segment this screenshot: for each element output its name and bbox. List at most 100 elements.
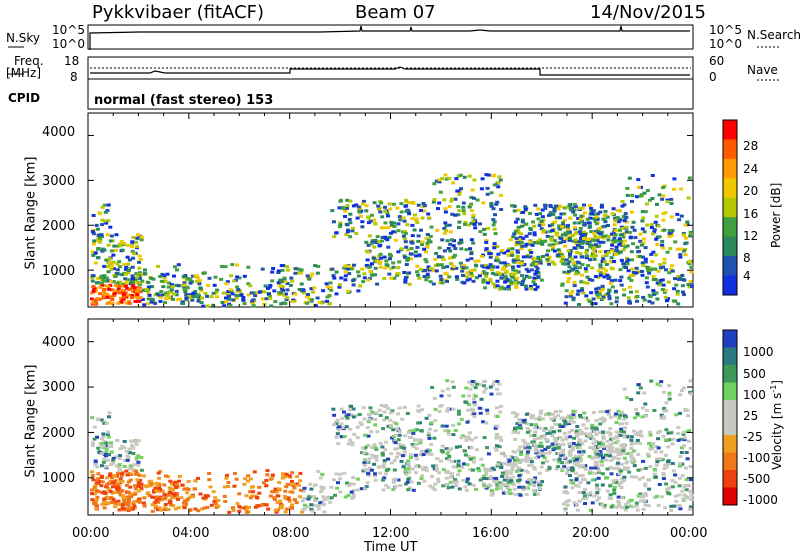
echo-cell <box>122 262 127 266</box>
echo-cell <box>661 434 666 438</box>
echo-cell <box>548 450 553 454</box>
echo-cell <box>660 243 665 247</box>
echo-cell <box>144 485 149 489</box>
echo-cell <box>348 408 353 412</box>
echo-cell <box>136 454 141 458</box>
echo-cell <box>345 416 350 420</box>
echo-cell <box>606 412 611 416</box>
echo-cell <box>614 479 619 482</box>
echo-cell <box>228 288 233 292</box>
echo-cell <box>447 176 452 180</box>
echo-cell <box>93 487 98 491</box>
echo-cell <box>620 506 625 510</box>
echo-cell <box>566 422 571 425</box>
echo-cell <box>633 236 638 240</box>
echo-cell <box>367 457 372 461</box>
echo-cell <box>138 258 143 261</box>
echo-cell <box>340 426 345 430</box>
echo-cell <box>294 501 299 505</box>
echo-cell <box>624 421 629 425</box>
echo-cell <box>653 475 658 479</box>
echo-cell <box>494 259 499 262</box>
echo-cell <box>539 278 544 282</box>
echo-cell <box>636 494 641 498</box>
echo-cell <box>255 291 260 295</box>
echo-cell <box>618 218 623 222</box>
echo-cell <box>499 276 504 280</box>
echo-cell <box>575 269 579 273</box>
echo-cell <box>567 414 572 418</box>
echo-cell <box>602 505 607 509</box>
echo-cell <box>614 248 619 252</box>
echo-cell <box>358 421 363 425</box>
echo-cell <box>162 506 167 510</box>
echo-cell <box>257 491 262 495</box>
echo-cell <box>111 456 116 460</box>
echo-cell <box>315 271 320 275</box>
echo-cell <box>669 508 673 512</box>
echo-cell <box>397 406 402 410</box>
echo-cell <box>250 301 255 305</box>
echo-cell <box>339 435 344 439</box>
echo-cell <box>284 507 289 511</box>
echo-cell <box>589 207 594 210</box>
echo-cell <box>629 454 634 458</box>
echo-cell <box>429 452 434 456</box>
echo-cell <box>520 274 524 278</box>
echo-cell <box>492 220 497 224</box>
echo-cell <box>407 465 412 469</box>
echo-cell <box>427 413 432 417</box>
echo-cell <box>682 234 687 237</box>
echo-cell <box>386 467 391 471</box>
echo-cell <box>99 452 104 456</box>
echo-cell <box>594 448 599 452</box>
echo-cell <box>514 415 519 419</box>
echo-cell <box>573 204 578 208</box>
echo-cell <box>657 483 662 486</box>
echo-cell <box>609 437 613 441</box>
echo-cell <box>680 446 684 450</box>
echo-cell <box>665 250 670 254</box>
echo-cell <box>96 477 101 481</box>
echo-cell <box>195 276 200 280</box>
echo-cell <box>320 472 325 476</box>
echo-cell <box>440 424 445 428</box>
echo-cell <box>101 296 106 300</box>
cpid-value: normal (fast stereo) 153 <box>94 93 274 108</box>
echo-cell <box>362 276 367 280</box>
echo-cell <box>343 274 348 278</box>
echo-cell <box>523 284 528 288</box>
echo-cell <box>420 474 425 478</box>
echo-cell <box>134 456 139 460</box>
echo-cell <box>396 438 401 442</box>
echo-cell <box>370 453 375 457</box>
echo-cell <box>573 203 577 207</box>
power-y-tick-4000: 4000 <box>42 125 76 140</box>
echo-cell <box>383 472 388 476</box>
echo-cell <box>472 268 477 272</box>
echo-cell <box>380 215 385 219</box>
echo-cell <box>581 291 586 295</box>
echo-cell <box>356 274 361 278</box>
echo-cell <box>650 260 655 264</box>
echo-cell <box>242 482 247 486</box>
echo-cell <box>299 282 304 286</box>
echo-cell <box>403 204 408 208</box>
echo-cell <box>515 240 520 244</box>
echo-cell <box>115 244 120 248</box>
echo-cell <box>196 299 201 303</box>
echo-cell <box>411 445 416 449</box>
echo-cell <box>297 483 301 487</box>
echo-cell <box>395 427 400 431</box>
echo-cell <box>484 421 489 425</box>
echo-cell <box>391 428 396 432</box>
echo-cell <box>241 296 246 299</box>
echo-cell <box>90 230 95 234</box>
echo-cell <box>351 482 356 486</box>
echo-cell <box>650 197 655 200</box>
echo-cell <box>334 472 339 476</box>
echo-cell <box>120 444 125 448</box>
echo-cell <box>158 299 163 303</box>
echo-cell <box>607 496 612 500</box>
echo-cell <box>110 302 115 306</box>
